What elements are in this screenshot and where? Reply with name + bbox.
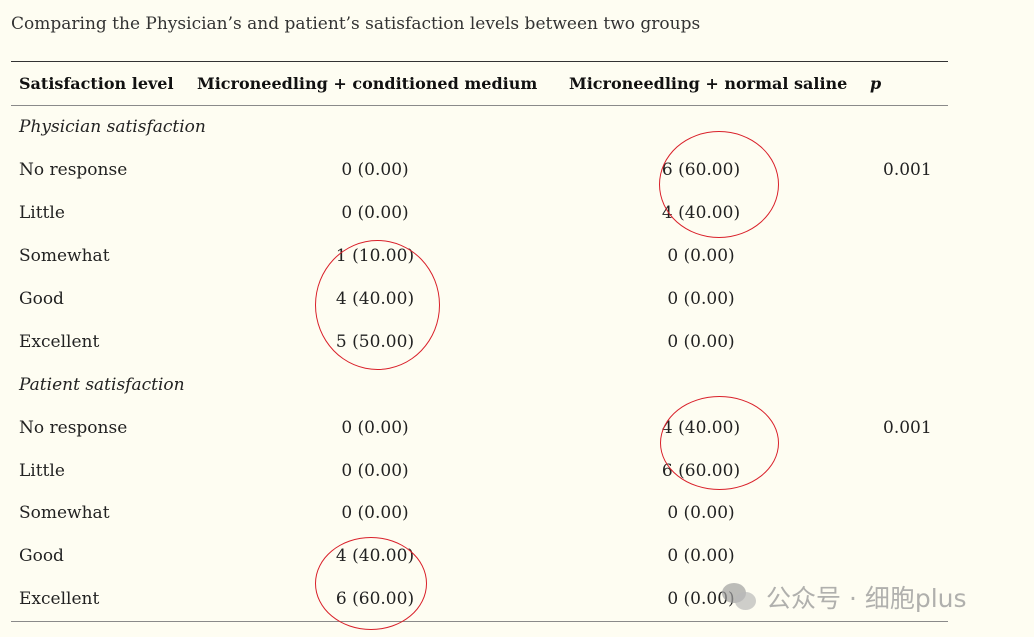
table-row: No response 0 (0.00) 6 (60.00) 0.001 — [11, 149, 948, 192]
cell-normal-saline: 0 (0.00) — [667, 503, 735, 524]
group-title: Patient satisfaction — [19, 374, 185, 395]
cell-p-value: 0.001 — [883, 160, 932, 181]
cell-p-value — [866, 192, 948, 235]
cell-normal-saline: 4 (40.00) — [661, 417, 741, 438]
cell-conditioned-medium: 0 (0.00) — [341, 417, 409, 438]
watermark-text: 公众号 · 细胞plus — [766, 584, 967, 613]
row-label: Good — [19, 289, 64, 309]
cell-p-value — [866, 535, 948, 578]
cell-p-value — [866, 235, 948, 278]
cell-p-value — [866, 320, 948, 363]
header-conditioned-medium: Microneedling + conditioned medium — [189, 61, 561, 106]
cell-conditioned-medium: 5 (50.00) — [335, 331, 415, 352]
cell-conditioned-medium: 4 (40.00) — [335, 546, 415, 567]
cell-normal-saline: 6 (60.00) — [661, 460, 741, 481]
cell-normal-saline: 0 (0.00) — [667, 289, 735, 309]
table-row: Somewhat 0 (0.00) 0 (0.00) — [11, 492, 948, 535]
table-row: Little 0 (0.00) 6 (60.00) — [11, 449, 948, 492]
cell-p-value — [866, 492, 948, 535]
cell-conditioned-medium: 4 (40.00) — [335, 289, 415, 309]
satisfaction-table: Satisfaction level Microneedling + condi… — [11, 61, 948, 622]
cell-normal-saline: 0 (0.00) — [667, 246, 735, 267]
table-row: Good 4 (40.00) 0 (0.00) — [11, 278, 948, 321]
header-normal-saline: Microneedling + normal saline — [561, 61, 866, 106]
cell-conditioned-medium: 0 (0.00) — [341, 460, 409, 481]
row-label: Somewhat — [19, 503, 110, 524]
row-label: Somewhat — [19, 246, 110, 267]
row-label: Little — [19, 203, 65, 224]
row-label: Excellent — [19, 331, 100, 352]
cell-p-value: 0.001 — [883, 417, 932, 438]
table-row: Good 4 (40.00) 0 (0.00) — [11, 535, 948, 578]
row-label: Little — [19, 460, 65, 481]
cell-conditioned-medium: 0 (0.00) — [341, 203, 409, 224]
group-row-physician: Physician satisfaction — [11, 106, 948, 149]
cell-normal-saline: 0 (0.00) — [667, 546, 735, 567]
row-label: No response — [19, 160, 128, 181]
watermark: 公众号 · 细胞plus — [722, 579, 967, 615]
header-satisfaction-level: Satisfaction level — [11, 61, 189, 106]
table-row: No response 0 (0.00) 4 (40.00) 0.001 — [11, 406, 948, 449]
cell-conditioned-medium: 0 (0.00) — [341, 160, 409, 181]
table-row: Somewhat 1 (10.00) 0 (0.00) — [11, 235, 948, 278]
table-row: Excellent 6 (60.00) 0 (0.00) — [11, 577, 948, 622]
cell-normal-saline: 0 (0.00) — [561, 577, 866, 622]
wechat-icon — [722, 581, 756, 613]
cell-p-value — [866, 278, 948, 321]
cell-normal-saline: 0 (0.00) — [667, 331, 735, 352]
cell-conditioned-medium: 0 (0.00) — [341, 503, 409, 524]
table-row: Excellent 5 (50.00) 0 (0.00) — [11, 320, 948, 363]
table-row: Little 0 (0.00) 4 (40.00) — [11, 192, 948, 235]
header-row: Satisfaction level Microneedling + condi… — [11, 61, 948, 106]
cell-p-value — [866, 577, 948, 622]
cell-conditioned-medium: 1 (10.00) — [335, 246, 415, 267]
cell-normal-saline: 4 (40.00) — [661, 203, 741, 224]
cell-conditioned-medium: 6 (60.00) — [189, 577, 561, 622]
row-label: No response — [19, 417, 128, 438]
row-label: Excellent — [11, 577, 189, 622]
group-row-patient: Patient satisfaction — [11, 363, 948, 406]
cell-p-value — [866, 449, 948, 492]
row-label: Good — [19, 546, 64, 567]
group-title: Physician satisfaction — [19, 117, 206, 138]
cell-normal-saline: 6 (60.00) — [661, 160, 741, 181]
header-p-value: p — [866, 61, 948, 106]
table-caption: Comparing the Physician’s and patient’s … — [11, 14, 701, 34]
